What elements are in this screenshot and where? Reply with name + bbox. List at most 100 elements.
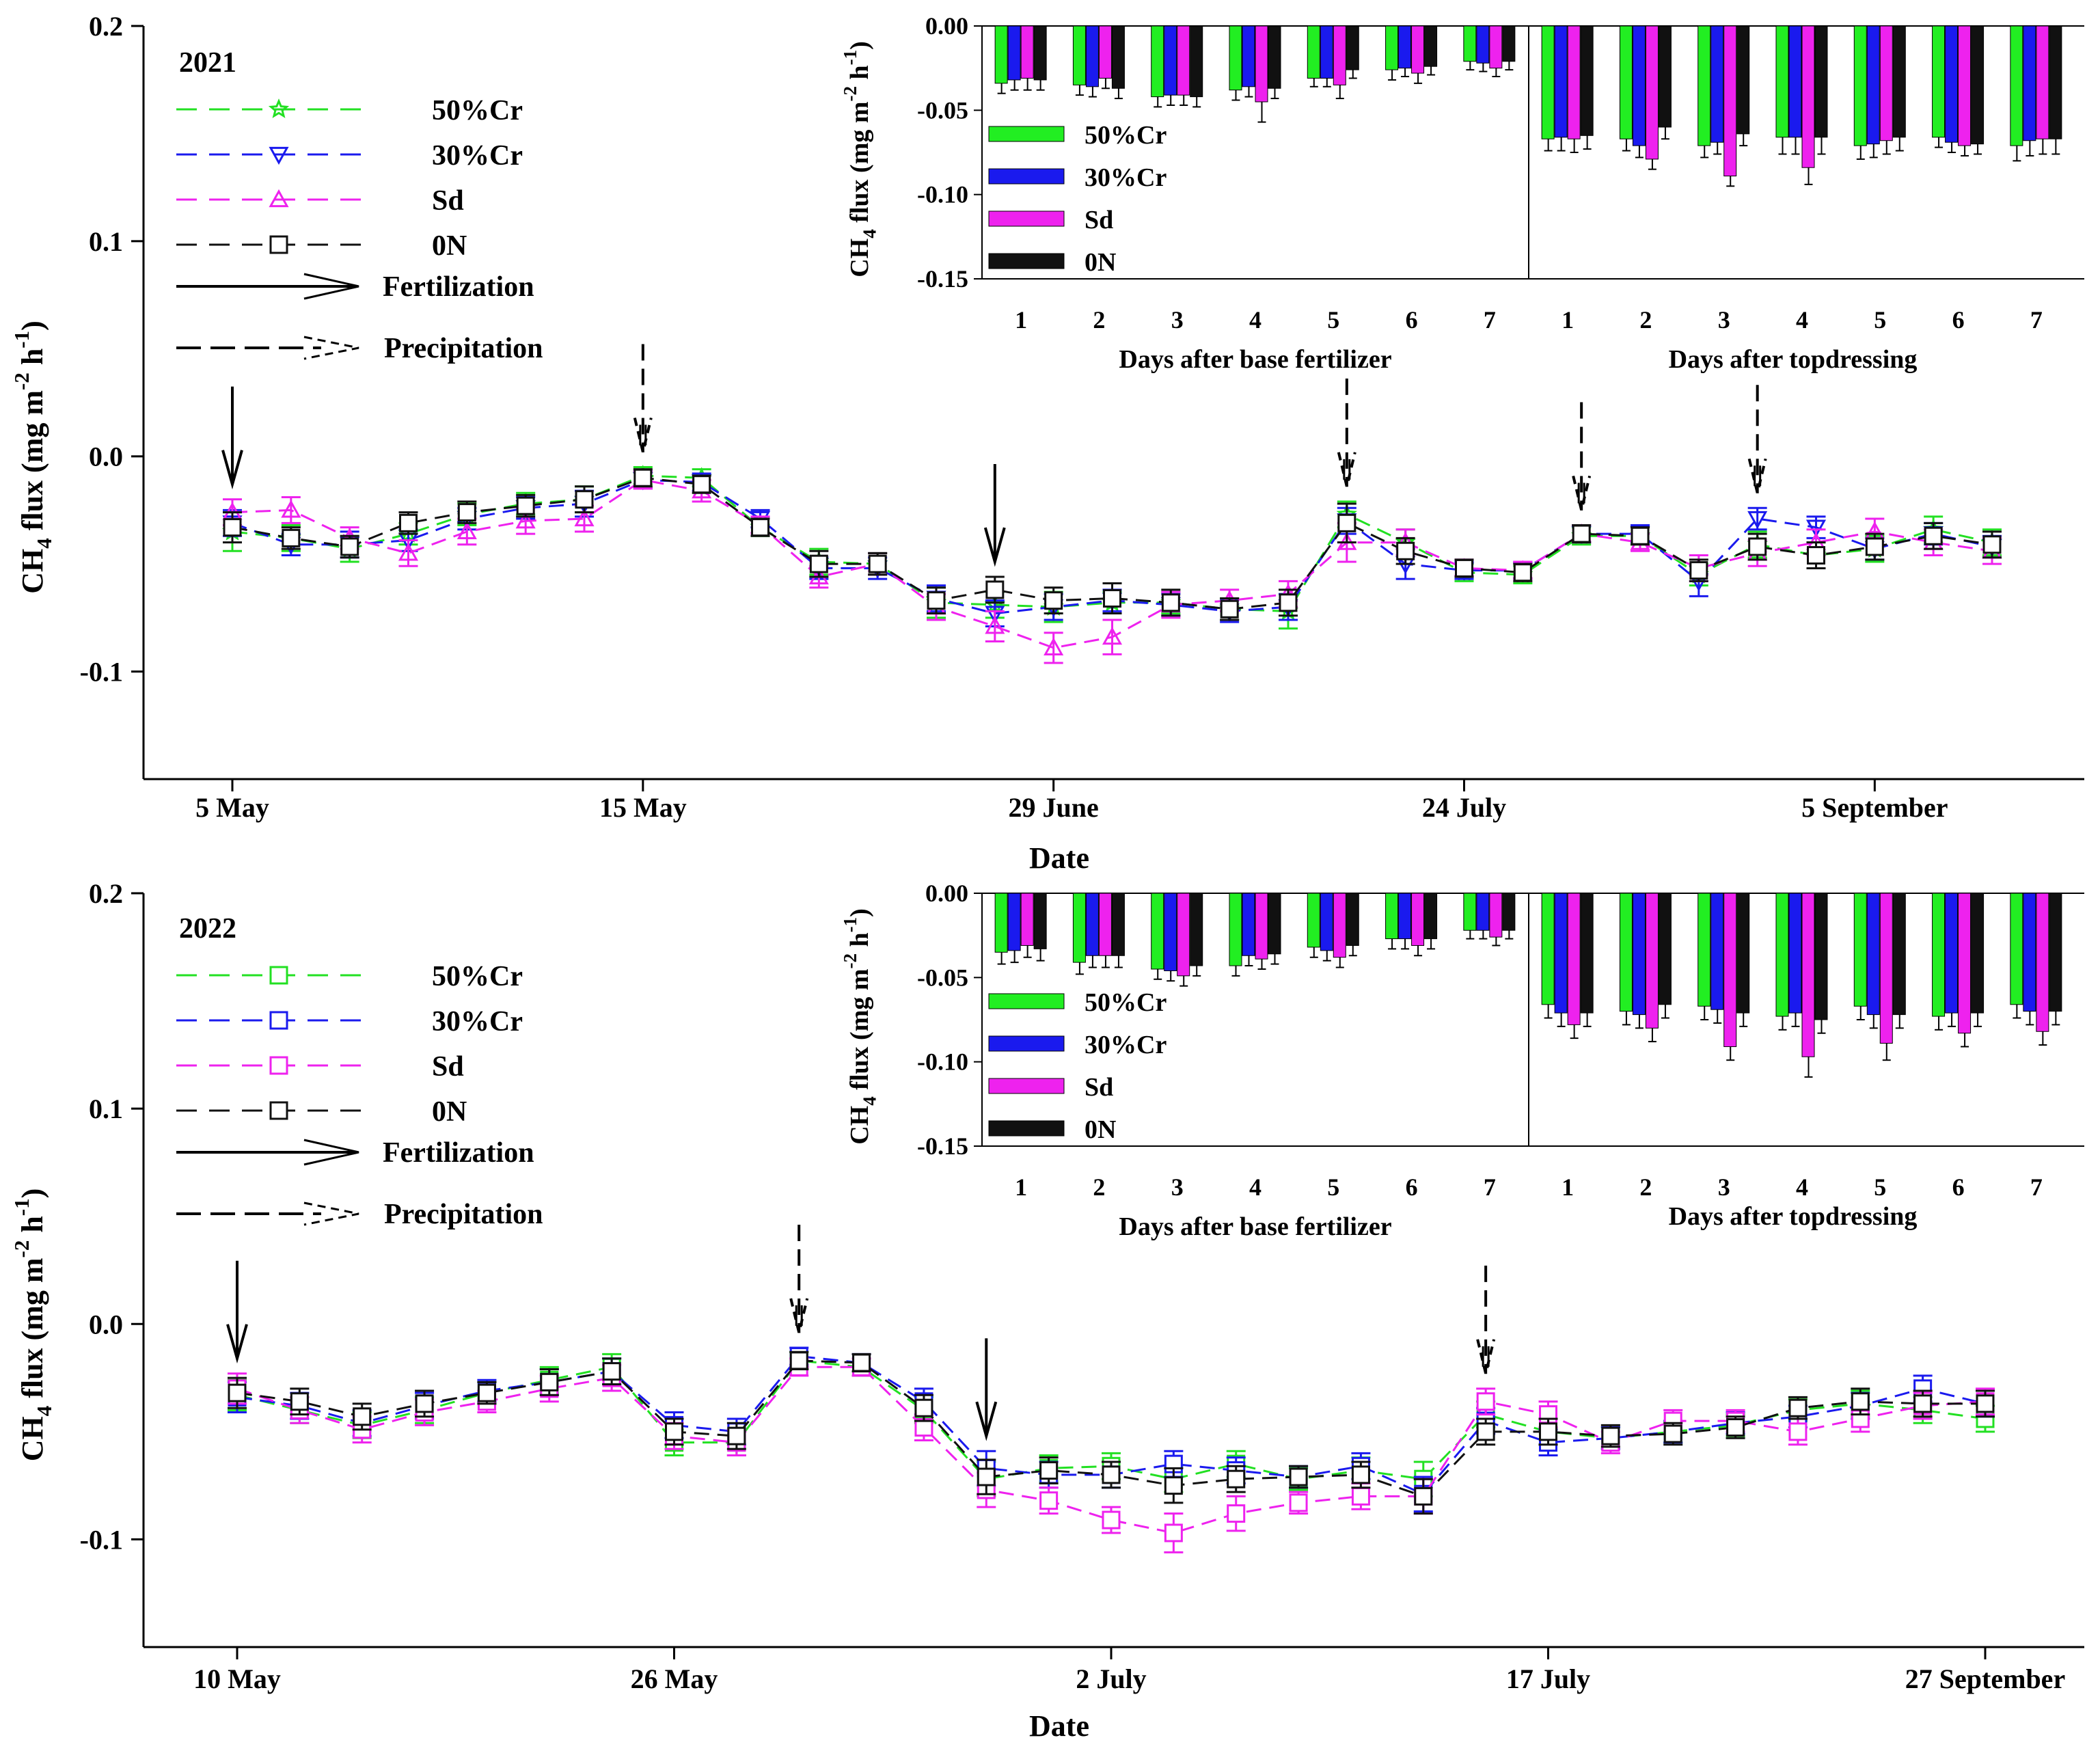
ylabel-part: flux (mg m xyxy=(16,390,49,538)
marker-square xyxy=(269,235,288,254)
y-tick-label: 0.2 xyxy=(89,878,123,909)
inset-legend-label: 0N xyxy=(1085,248,1116,277)
fertilization-arrow xyxy=(983,464,1006,567)
inset-bar xyxy=(1489,25,1503,69)
inset-y-tick-label: -0.15 xyxy=(917,265,968,293)
inset-bar xyxy=(2036,25,2049,139)
series-0N xyxy=(223,468,2002,621)
inset-x-tick-label: 4 xyxy=(1796,1173,1808,1201)
inset-bar xyxy=(1541,25,1555,139)
inset-bar xyxy=(1801,893,1815,1057)
marker-square xyxy=(516,496,535,515)
ylabel-part: CH xyxy=(16,1416,49,1461)
inset-bar xyxy=(1385,25,1399,70)
marker-square xyxy=(1289,1493,1308,1512)
inset-bar xyxy=(1072,25,1086,85)
inset-legend-swatch xyxy=(988,126,1065,142)
inset-bar xyxy=(1723,25,1737,177)
inset-bar xyxy=(2049,893,2062,1012)
marker-square xyxy=(852,1353,871,1372)
marker-triangle-up xyxy=(985,616,1005,634)
inset-bar xyxy=(1658,25,1672,128)
chart-panel-2022: 0.20.10.0-0.110 May 26 May 2 July 17 July 27… xyxy=(10,878,2084,1743)
inset-y-tick-label: -0.15 xyxy=(917,1132,968,1160)
inset-bar xyxy=(1111,25,1125,89)
inset-legend-swatch xyxy=(988,1035,1065,1052)
marker-square xyxy=(282,528,301,547)
x-tick-label: 27 September xyxy=(1905,1663,2065,1694)
marker-square xyxy=(1103,589,1121,608)
inset-bar xyxy=(2049,25,2062,139)
inset-bar xyxy=(1580,25,1594,136)
legend: 2021 50%Cr 30%Cr Sd 0N Fertilization Precipita… xyxy=(176,47,543,364)
marker-triangle-up xyxy=(1102,627,1123,645)
marker-square xyxy=(1601,1426,1620,1445)
arrow-head xyxy=(633,417,653,452)
marker-square xyxy=(602,1362,621,1381)
marker-square xyxy=(1102,1510,1121,1530)
marker-square xyxy=(415,1394,434,1413)
marker-square xyxy=(1807,546,1825,565)
ylabel-part: CH xyxy=(845,1106,874,1145)
inset-bar xyxy=(1971,893,1985,1014)
ylabel-part: 4 xyxy=(32,1406,56,1417)
ylabel-part: flux (mg m xyxy=(845,968,874,1096)
inset-bar xyxy=(1814,893,1828,1020)
inset-x-tick-label: 7 xyxy=(2030,1173,2043,1201)
inset-bar xyxy=(1346,25,1359,70)
inset-bar xyxy=(1177,25,1190,96)
marker-square xyxy=(1726,1418,1745,1437)
inset-bar xyxy=(1619,893,1633,1012)
inset-x-title: Days after base fertilizer xyxy=(1119,345,1391,374)
inset-bar-group xyxy=(1853,893,1906,1061)
marker-square xyxy=(1102,1465,1121,1484)
marker-triangle-up xyxy=(269,189,289,208)
inset-bar xyxy=(1502,25,1516,62)
inset-bar xyxy=(1111,893,1125,956)
x-tick-label: 29 June xyxy=(1009,792,1099,823)
inset-bar xyxy=(1814,25,1828,138)
inset-bar xyxy=(1320,25,1333,79)
inset-bar xyxy=(1411,893,1425,946)
inset-bar xyxy=(2036,893,2049,1032)
ylabel-part: -2 xyxy=(10,1240,33,1258)
inset-bar xyxy=(1151,25,1164,98)
inset-bar xyxy=(994,25,1008,84)
inset-bar xyxy=(1190,25,1203,98)
legend-fert-head xyxy=(303,273,359,300)
marker-square xyxy=(1351,1465,1370,1484)
ylabel-part: ) xyxy=(16,321,49,331)
inset-legend-label: 50%Cr xyxy=(1085,121,1167,150)
marker-triangle-down xyxy=(1805,519,1827,538)
y-tick-label: 0.0 xyxy=(89,1309,123,1340)
inset-bar xyxy=(2010,25,2023,146)
inset-y-axis-title: CH4 flux (mg m-2 h-1) xyxy=(840,908,880,1145)
chart-panel-2021: 0.2 0.1 0.0 -0.1 5 May 15 May 29 June 24 July 5 … xyxy=(10,11,2084,875)
inset-bar xyxy=(1320,893,1333,951)
marker-square xyxy=(1663,1424,1682,1443)
inset-bar xyxy=(1085,893,1099,956)
legend-fert-head xyxy=(303,1139,359,1166)
inset-bar xyxy=(1255,25,1268,103)
marker-square xyxy=(457,503,476,522)
inset-y-tick-label: -0.10 xyxy=(917,181,968,208)
inset-bar xyxy=(1007,893,1021,951)
inset-x-tick-label: 3 xyxy=(1171,1173,1184,1201)
inset-bar-group xyxy=(1229,25,1281,123)
fertilization-arrow xyxy=(975,1338,998,1441)
ylabel-part: -2 xyxy=(840,86,860,102)
legend-fert-label: Fertilization xyxy=(383,271,534,303)
inset-x-tick-label: 4 xyxy=(1796,306,1808,334)
marker-square xyxy=(692,475,711,494)
x-tick-label: 24 July xyxy=(1422,792,1506,823)
marker-triangle-up xyxy=(456,521,477,540)
ylabel-part: -1 xyxy=(10,331,33,349)
inset-bar xyxy=(1619,25,1633,139)
marker-square xyxy=(1631,526,1650,545)
marker-square xyxy=(1924,526,1943,545)
inset-bar xyxy=(1229,893,1242,966)
inset-bar xyxy=(1710,893,1724,1010)
